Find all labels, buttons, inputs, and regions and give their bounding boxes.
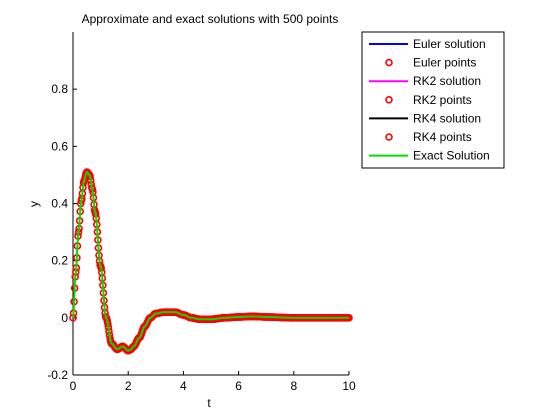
y-ticks: -0.2 0 0.2 0.4 0.6 0.8 (47, 82, 77, 382)
legend-entry-label: RK2 points (413, 93, 472, 107)
series-line-exact-solution (72, 170, 349, 352)
legend-box (361, 31, 505, 169)
y-tick-label: 0.8 (51, 82, 68, 96)
y-tick-label: -0.2 (47, 368, 68, 382)
legend: Euler solution Euler points RK2 solution RK… (361, 31, 505, 169)
legend-entry-label: RK2 solution (413, 74, 481, 88)
y-axis-label: y (27, 201, 41, 207)
plot-area (72, 32, 349, 376)
x-tick-label: 6 (235, 379, 242, 393)
chart-title: Approximate and exact solutions with 500… (82, 12, 339, 26)
x-tick-label: 0 (70, 379, 77, 393)
x-tick-label: 2 (125, 379, 132, 393)
legend-entry-label: Euler points (413, 56, 476, 70)
x-tick-label: 10 (342, 379, 356, 393)
legend-entry-label: RK4 solution (413, 111, 481, 125)
x-tick-label: 8 (290, 379, 297, 393)
y-tick-label: 0.6 (51, 139, 68, 153)
legend-marker-swatch (385, 58, 393, 67)
y-tick-label: 0.2 (51, 254, 68, 268)
x-axis-label: t (207, 396, 211, 410)
plot-background (73, 32, 349, 375)
legend-entry-label: RK4 points (413, 130, 472, 144)
series-lines (72, 170, 349, 352)
legend-entry-label: Euler solution (413, 37, 486, 51)
legend-marker-swatch (385, 96, 393, 104)
y-tick-label: 0.4 (51, 197, 68, 211)
legend-entry-label: Exact Solution (413, 149, 490, 163)
y-tick-label: 0 (61, 311, 68, 325)
legend-marker-swatch (385, 133, 393, 141)
x-ticks: 0 2 4 6 8 10 (70, 371, 356, 393)
x-tick-label: 4 (180, 379, 187, 393)
